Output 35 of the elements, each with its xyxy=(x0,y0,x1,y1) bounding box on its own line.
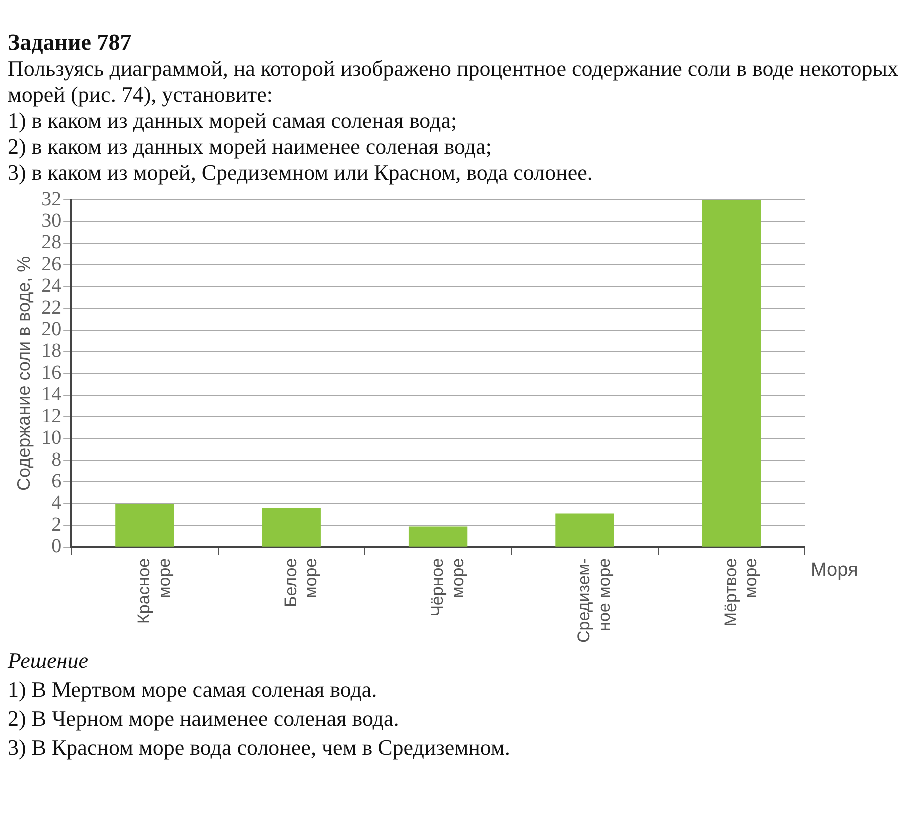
text: 1) В Мертвом море самая соленая вода. xyxy=(8,676,378,704)
y-tick-label: 6 xyxy=(52,470,62,492)
text: 2) В Черном море наименее соленая вода. xyxy=(8,705,400,733)
y-tick-label: 12 xyxy=(42,405,62,428)
y-tick-label: 4 xyxy=(52,492,62,514)
y-tick-label: 30 xyxy=(42,210,62,232)
bar xyxy=(116,504,174,547)
bar xyxy=(556,514,614,547)
y-tick-label: 14 xyxy=(42,384,62,406)
text: 3) В Красном море вода солонее, чем в Средиземном. xyxy=(8,734,512,762)
x-tick-label: Мёртвое море xyxy=(721,558,761,627)
y-tick-label: 18 xyxy=(42,340,62,362)
y-tick-label: 32 xyxy=(42,188,62,210)
y-tick-label: 22 xyxy=(42,296,62,319)
y-tick-label: 16 xyxy=(42,362,62,384)
chart-title: Задание 787 xyxy=(8,30,133,56)
y-tick-label: 26 xyxy=(42,253,62,276)
bar xyxy=(408,526,468,547)
y-tick-label: 8 xyxy=(52,448,62,471)
x-tick-label: Красное море xyxy=(134,558,174,624)
x-tick-label: Чёрное море xyxy=(428,558,468,617)
y-tick-label: 24 xyxy=(42,275,62,298)
text: Решение xyxy=(8,647,90,675)
x-tick-label: Средизем- ное море xyxy=(574,558,614,644)
x-tick-label: Белое море xyxy=(281,558,321,608)
y-tick-label: 28 xyxy=(42,232,62,254)
x-axis-title: Моря xyxy=(811,560,858,582)
chart-subtitle: Пользуясь диаграммой, на которой изображено процентное содержание соли в воде некоторых морей (рис. 74), установите: 1) в каком из данных морей самая соленая вода; 2) в каком из данных морей наименее соленая вода; 3) в каком из морей, Средиземном или Красном, вода солонее. xyxy=(8,56,899,186)
y-tick-label: 20 xyxy=(42,318,62,341)
y-axis-title: Содержание соли в воде, % xyxy=(14,256,34,492)
y-tick-label: 0 xyxy=(52,536,62,558)
y-tick-label: 2 xyxy=(52,514,62,536)
bar xyxy=(262,508,321,547)
y-tick-label: 10 xyxy=(42,427,62,450)
bar xyxy=(702,200,761,547)
